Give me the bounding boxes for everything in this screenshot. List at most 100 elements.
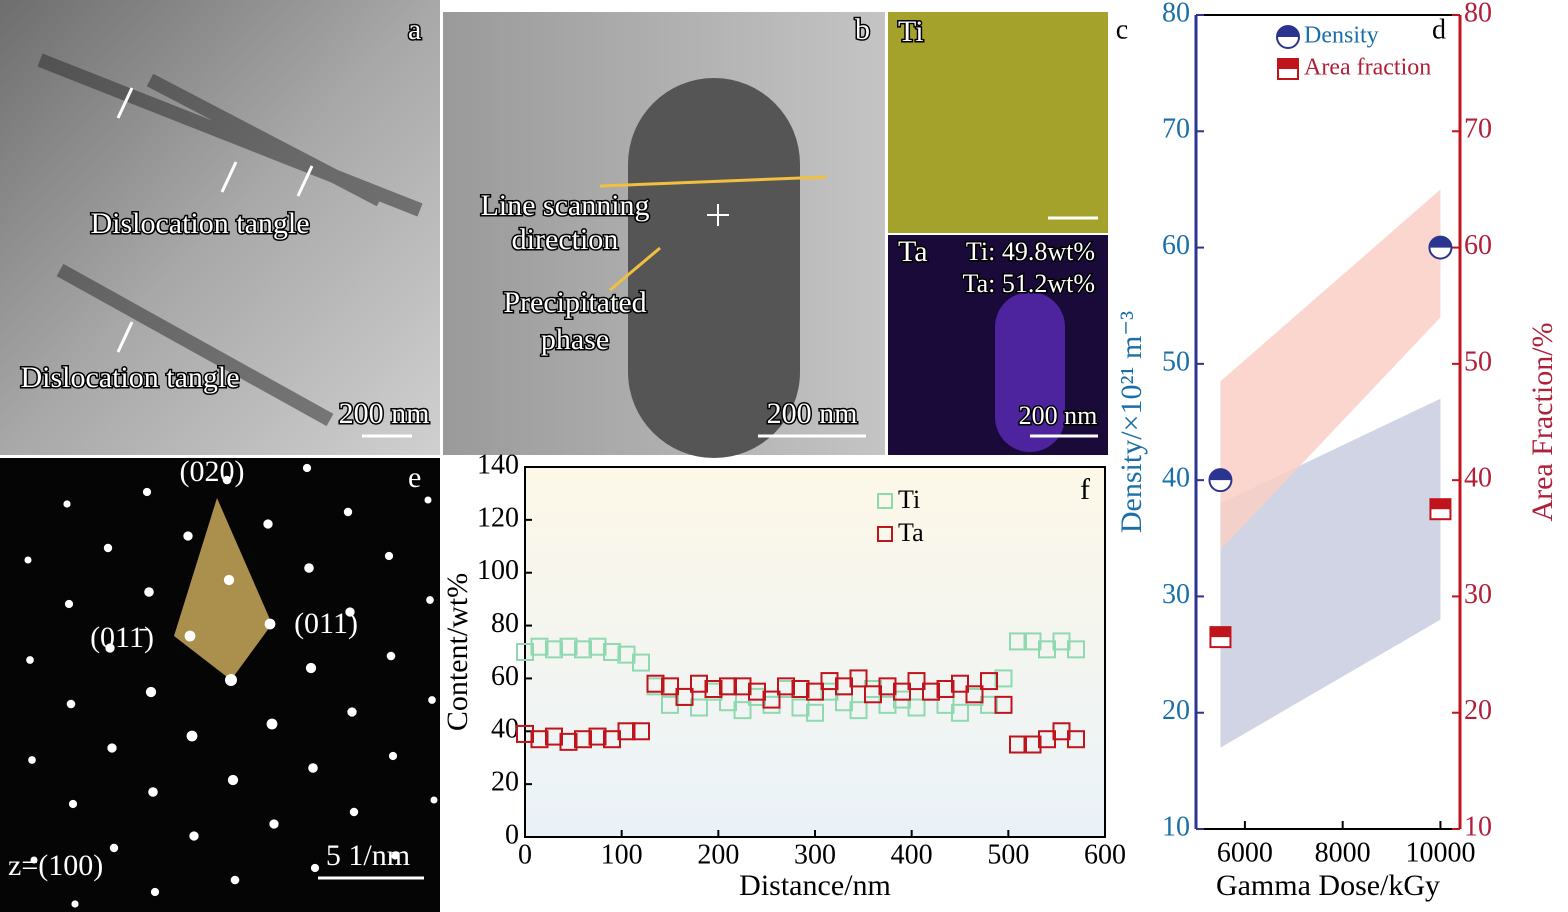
- y2-tick-label: 10: [1464, 811, 1492, 842]
- y-tick-label: 100: [477, 555, 519, 586]
- legend-label: Area fraction: [1304, 55, 1431, 81]
- spot-label: (020): [180, 455, 245, 488]
- spot: [107, 743, 117, 753]
- spot: [264, 618, 276, 630]
- marker-fill: [1429, 236, 1452, 248]
- point: [733, 677, 752, 696]
- square-marker: [1277, 58, 1299, 80]
- composition: Ti: 49.8wt%: [966, 237, 1095, 266]
- x-axis-label: Distance/nm: [739, 869, 891, 902]
- point: [516, 724, 534, 743]
- spot: [142, 487, 152, 497]
- y-tick-label: 10: [1162, 811, 1190, 842]
- y2-tick-label: 30: [1464, 579, 1492, 610]
- point: [1023, 735, 1042, 754]
- point: [893, 682, 911, 701]
- legend-marker: [877, 493, 893, 509]
- y-tick-label: 50: [1162, 346, 1190, 377]
- point: [574, 640, 592, 659]
- spot: [388, 751, 398, 761]
- spot: [343, 507, 353, 517]
- point: [849, 701, 868, 720]
- point: [791, 680, 810, 698]
- panel-label: d: [1432, 14, 1446, 45]
- spot: [424, 496, 432, 504]
- plot-background: [525, 467, 1105, 837]
- spot: [105, 643, 115, 653]
- legend-label: Density: [1304, 23, 1379, 49]
- spot: [426, 596, 434, 604]
- point: [994, 695, 1013, 714]
- spot: [302, 463, 312, 473]
- point: [603, 643, 621, 661]
- x-tick-label: 600: [1084, 839, 1126, 870]
- annotation: phase: [541, 323, 609, 356]
- point: [951, 703, 969, 722]
- point: [516, 643, 534, 661]
- x-tick-label: 8000: [1315, 837, 1371, 868]
- y-tick-label: 80: [491, 608, 519, 639]
- point: [1067, 730, 1085, 749]
- point: [545, 640, 563, 659]
- circle-marker: [1428, 235, 1453, 260]
- point: [632, 653, 650, 672]
- annotation: Line scanning: [480, 189, 649, 222]
- y2-tick-label: 70: [1464, 114, 1492, 145]
- point: [980, 672, 998, 691]
- x-axis-label: Gamma Dose/kGy: [1216, 869, 1440, 902]
- point: [791, 698, 810, 717]
- spot: [349, 807, 359, 817]
- marker-fill: [1277, 26, 1299, 37]
- point: [588, 637, 607, 656]
- point: [1009, 735, 1027, 754]
- y2-tick-label: 80: [1464, 0, 1492, 28]
- x-tick-label: 0: [518, 839, 532, 870]
- point: [545, 727, 563, 746]
- spot: [223, 574, 235, 586]
- y-tick-label: 120: [477, 502, 519, 533]
- point: [530, 730, 549, 749]
- zone-axis: z=(100): [8, 849, 103, 882]
- panel-label: f: [1080, 473, 1090, 506]
- spot: [391, 852, 399, 860]
- spot: [230, 875, 240, 885]
- spot: [305, 662, 317, 674]
- panel-label: a: [408, 13, 421, 46]
- circle-marker: [1276, 25, 1300, 49]
- point: [936, 680, 955, 698]
- y-tick-label: 60: [1162, 230, 1190, 261]
- point: [806, 703, 824, 722]
- spot: [66, 699, 76, 709]
- point: [907, 698, 926, 717]
- square-marker: [1209, 626, 1232, 649]
- legend-marker: [877, 526, 893, 542]
- spot: [347, 707, 357, 717]
- circle-marker: [1208, 468, 1233, 493]
- spot: [103, 543, 113, 553]
- panel-label: b: [855, 13, 870, 46]
- legend-label: Ti: [898, 485, 920, 514]
- marker-fill: [1209, 469, 1232, 481]
- panel-label: e: [408, 461, 421, 494]
- scale-label: 200 nm: [1019, 401, 1098, 430]
- scale-label: 200 nm: [767, 397, 858, 430]
- point: [574, 730, 592, 749]
- x-tick-label: 6000: [1217, 837, 1273, 868]
- spot: [24, 556, 32, 564]
- point: [704, 680, 723, 698]
- marker-fill: [1278, 59, 1298, 69]
- point: [820, 682, 839, 701]
- spot: [227, 774, 239, 786]
- spot: [189, 831, 199, 841]
- spot: [225, 674, 237, 686]
- point: [632, 722, 650, 741]
- point: [965, 685, 984, 704]
- point: [806, 682, 824, 701]
- spot: [428, 696, 436, 704]
- point: [646, 674, 665, 693]
- element-label: Ti: [898, 15, 924, 48]
- y-tick-label: 40: [491, 714, 519, 745]
- point: [849, 669, 868, 688]
- x-tick-label: 100: [601, 839, 643, 870]
